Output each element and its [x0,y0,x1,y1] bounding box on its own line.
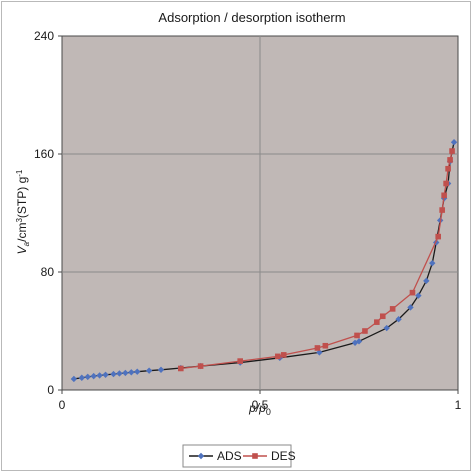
y-tick-label: 160 [34,147,54,161]
data-point-des [447,157,453,163]
series-des [178,148,455,372]
data-point-ads [102,371,109,379]
data-point-ads [407,304,414,311]
data-point-ads [415,292,422,299]
data-point-ads [84,373,91,381]
data-point-ads [116,370,123,377]
data-point-des [322,342,329,349]
data-point-des [441,192,447,199]
data-point-ads [395,316,402,323]
data-point-ads [429,259,436,267]
data-point-des [237,358,243,364]
data-point-ads [145,367,153,374]
legend-label-des: DES [271,449,296,463]
data-point-ads [423,277,430,285]
legend-label-ads: ADS [217,449,242,463]
chart-title: Adsorption / desorption isotherm [158,10,345,25]
data-point-ads [355,338,363,345]
series-layer [70,139,458,383]
data-point-ads [96,372,103,379]
data-point-des [443,180,449,187]
data-point-des [445,165,451,172]
data-point-des [379,313,386,320]
plot-area [61,35,459,391]
series-ads [70,139,458,383]
x-tick-label: 0 [59,398,66,412]
legend: ADS DES [182,444,296,468]
data-point-des [374,319,380,325]
data-point-des [409,289,416,296]
x-tick-label: 1 [455,398,462,412]
data-point-ads [433,239,440,246]
data-point-ads [90,372,97,380]
data-point-ads [78,374,85,381]
data-point-des [435,233,441,240]
data-point-ads [316,349,323,356]
data-point-des [275,353,281,360]
data-point-ads [110,370,117,378]
data-point-ads [128,369,135,376]
y-tick-label: 240 [34,29,54,43]
data-point-ads [450,139,458,146]
data-point-des [197,363,204,369]
x-axis-label: p/p0 [248,401,271,417]
legend-marker-ads [197,452,205,460]
data-point-des [389,306,396,312]
legend-item-ads: ADS [189,449,242,463]
tick-labels: 0 0.5 1 0 80 160 240 [34,29,462,412]
data-point-des [354,332,360,339]
data-point-ads [122,369,129,377]
data-point-des [362,328,368,334]
legend-marker-des [252,453,258,459]
data-point-des [178,365,184,372]
y-tick-label: 80 [41,265,55,279]
x-tick-label: 0.5 [252,398,269,412]
data-point-des [314,345,321,351]
y-axis-label: Va/cm3(STP) g-1 [15,169,31,254]
data-point-des [280,352,287,358]
data-point-des [439,207,445,213]
data-point-ads [134,368,141,375]
data-point-ads [157,366,165,373]
legend-item-des: DES [243,449,296,463]
data-point-ads [70,375,78,383]
data-point-des [449,148,455,154]
legend-box [182,444,292,468]
data-point-ads [383,324,390,332]
y-tick-label: 0 [47,383,54,397]
